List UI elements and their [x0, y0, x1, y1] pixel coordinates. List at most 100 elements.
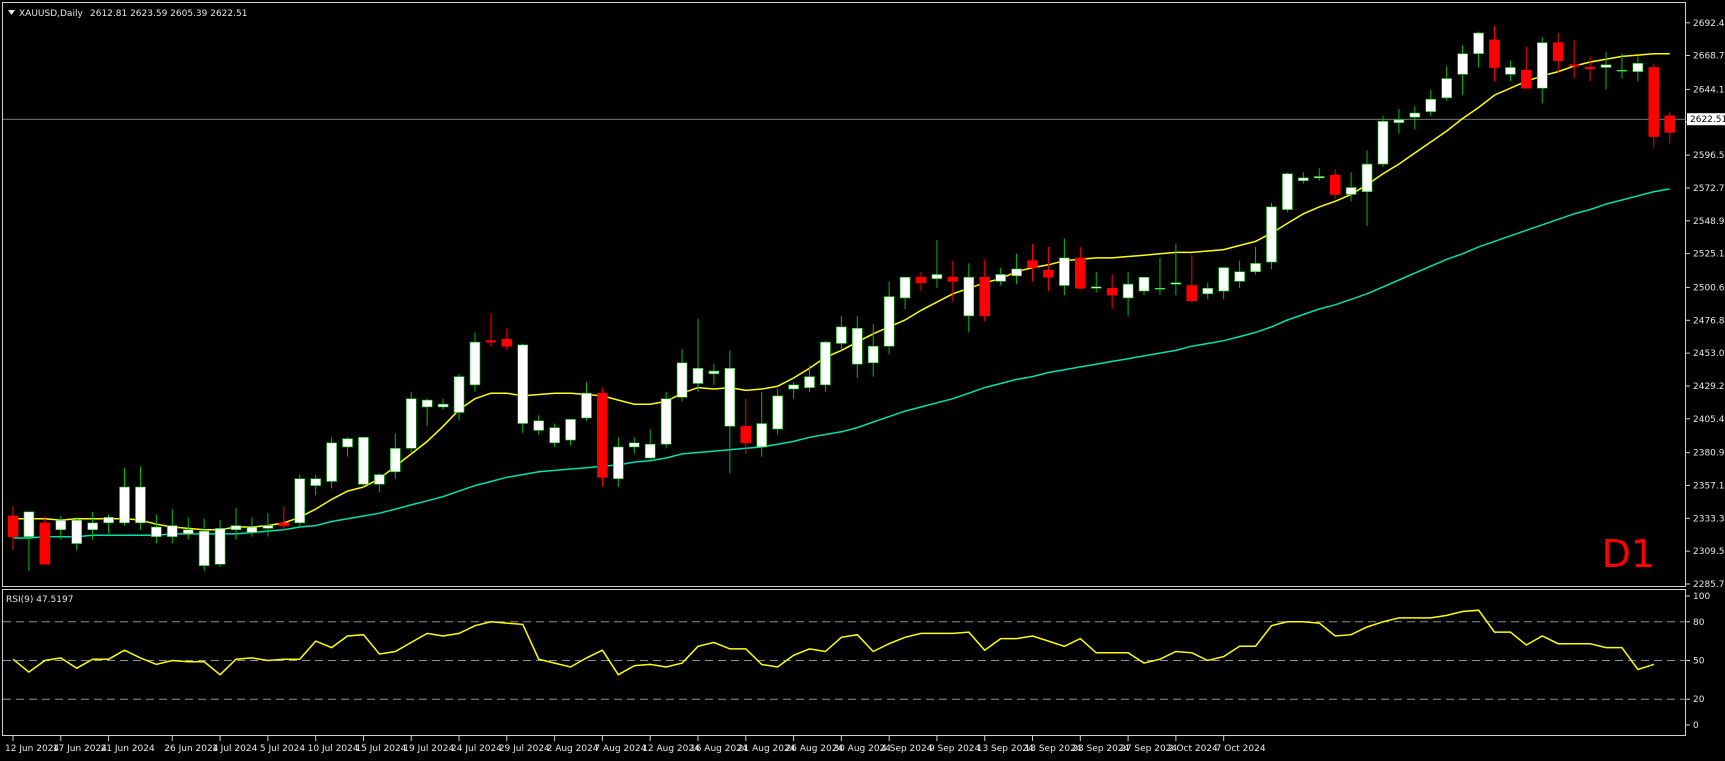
candle-body-bull [294, 478, 306, 524]
rsi-tick-label: 50 [1693, 657, 1705, 667]
price-tick-label: 2380.90 [1693, 449, 1725, 459]
candle-body-bear [1568, 64, 1580, 67]
candle-body-bull [1234, 271, 1245, 282]
price-tick-label: 2309.50 [1693, 547, 1725, 557]
candle-body-bull [1441, 78, 1452, 99]
candle-body-bull [87, 522, 98, 531]
candle-body-bull [549, 427, 560, 444]
moving-averages [13, 52, 1670, 539]
candle-body-bull [214, 528, 226, 565]
candle-body-bull [1138, 276, 1150, 292]
candle-body-bear [485, 340, 497, 343]
candle-body-bear [915, 276, 927, 284]
time-tick-label: 2 Aug 2024 [547, 744, 599, 754]
time-tick-label: 27 Sep 2024 [1120, 744, 1177, 754]
time-tick-label: 9 Sep 2024 [929, 744, 981, 754]
time-tick-label: 29 Jul 2024 [499, 744, 550, 754]
price-tick-label: 2333.30 [1693, 514, 1725, 524]
time-tick-label: 26 Jun 2024 [164, 744, 218, 754]
candle-body-bull [1298, 177, 1309, 181]
rsi-panel: 100 80 50 20 0 [3, 592, 1710, 731]
price-tick-label: 2668.70 [1693, 51, 1725, 61]
candle-body-bull [1600, 64, 1612, 68]
candle-body-bear [278, 522, 290, 526]
candle-body-bull [931, 274, 943, 279]
rsi-tick-label: 80 [1693, 618, 1705, 628]
candle-body-bull [1266, 206, 1277, 263]
candle-body-bull [708, 370, 720, 375]
candle-body-bull [1202, 287, 1214, 295]
candle-body-bear [979, 276, 991, 317]
candle-body-bull [23, 511, 35, 537]
candle-body-bull [804, 376, 815, 388]
candle-body-bull [469, 341, 481, 386]
candle-body-bear [740, 425, 752, 444]
price-panel-frame [2, 2, 1686, 587]
price-tick-label: 2500.60 [1693, 283, 1725, 293]
candle-body-bull [1505, 67, 1516, 75]
candle-body-bull [71, 519, 83, 544]
candle-body-bull [867, 345, 879, 364]
candle-body-bull [565, 419, 576, 441]
time-tick-label: 21 Jun 2024 [101, 744, 155, 754]
price-tick-label: 2429.20 [1693, 382, 1725, 392]
candle-body-bull [1011, 268, 1022, 277]
candle-body-bull [1345, 187, 1357, 195]
candle-body-bull [1154, 287, 1166, 290]
candle-body-bear [7, 515, 19, 537]
candle-body-bull [1377, 120, 1389, 165]
price-tick-label: 2285.70 [1693, 580, 1725, 590]
rsi-line [12, 609, 1655, 676]
time-tick-label: 17 Jun 2024 [53, 744, 107, 754]
price-tick-label: 2596.50 [1693, 151, 1725, 161]
candle-body-bull [1425, 98, 1437, 112]
candle-body-bull [1059, 257, 1070, 286]
candle-body-bear [39, 522, 51, 565]
rsi-panel-frame [2, 589, 1686, 736]
time-tick-label: 4 Sep 2024 [881, 744, 933, 754]
price-tick-label: 2357.10 [1693, 481, 1725, 491]
candle-body-bull [103, 517, 114, 524]
candle-body-bull [167, 525, 178, 537]
candle-body-bull [1122, 283, 1134, 299]
candle-body-bull [1218, 267, 1229, 292]
candle-body-bull [1361, 163, 1373, 192]
price-tick-label: 2572.70 [1693, 184, 1725, 194]
candle-body-bear [1186, 285, 1198, 301]
rsi-tick-label: 0 [1693, 721, 1699, 731]
time-tick-label: 26 Aug 2024 [786, 744, 844, 754]
candle-body-bull [246, 526, 258, 533]
time-tick-label: 5 Jul 2024 [260, 744, 305, 754]
candle-body-bull [836, 326, 847, 344]
candle-body-bear [1329, 174, 1341, 195]
symbol-menu-triangle-icon[interactable] [8, 10, 15, 15]
candle-body-bull [1536, 42, 1548, 89]
ma-fast-line [13, 52, 1670, 531]
candle-body-bull [310, 478, 321, 486]
candle-body-bear [947, 276, 959, 282]
candle-body-bear [501, 339, 513, 347]
time-tick-label: 30 Aug 2024 [833, 744, 891, 754]
candle-body-bull [1457, 53, 1468, 75]
ohlc-label: 2612.81 2623.59 2605.39 2622.51 [90, 9, 247, 19]
candle-body-bull [230, 525, 242, 531]
candle-body-bull [692, 368, 704, 384]
candle-body-bull [358, 437, 369, 485]
candle-body-bull [517, 344, 529, 424]
candle-body-bull [820, 341, 831, 386]
candle-body-bull [995, 274, 1006, 282]
candle-body-bull [421, 399, 433, 408]
candle-body-bull [1473, 32, 1484, 54]
candle-body-bull [613, 446, 624, 480]
candle-body-bull [883, 296, 895, 347]
candle-body-bear [1648, 67, 1660, 137]
time-tick-label: 13 Sep 2024 [977, 744, 1034, 754]
price-axis: 2692.402668.702644.102620.402596.502572.… [3, 19, 1725, 590]
price-tick-label: 2644.10 [1693, 85, 1725, 95]
candle-body-bull [660, 398, 672, 445]
time-tick-label: 1 Jul 2024 [212, 744, 257, 754]
candle-body-bull [1393, 119, 1405, 123]
candle-body-bull [899, 276, 911, 299]
